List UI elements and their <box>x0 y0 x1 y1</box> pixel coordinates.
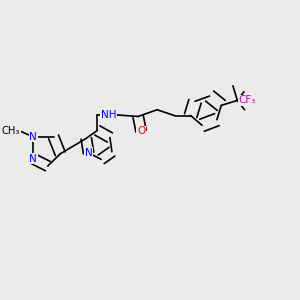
Text: O: O <box>137 126 145 136</box>
Text: CF₃: CF₃ <box>239 95 256 105</box>
Text: N: N <box>29 132 37 142</box>
Text: CH₃: CH₃ <box>2 126 20 136</box>
Text: N: N <box>85 148 92 158</box>
Text: NH: NH <box>101 110 116 120</box>
Text: N: N <box>29 154 37 164</box>
